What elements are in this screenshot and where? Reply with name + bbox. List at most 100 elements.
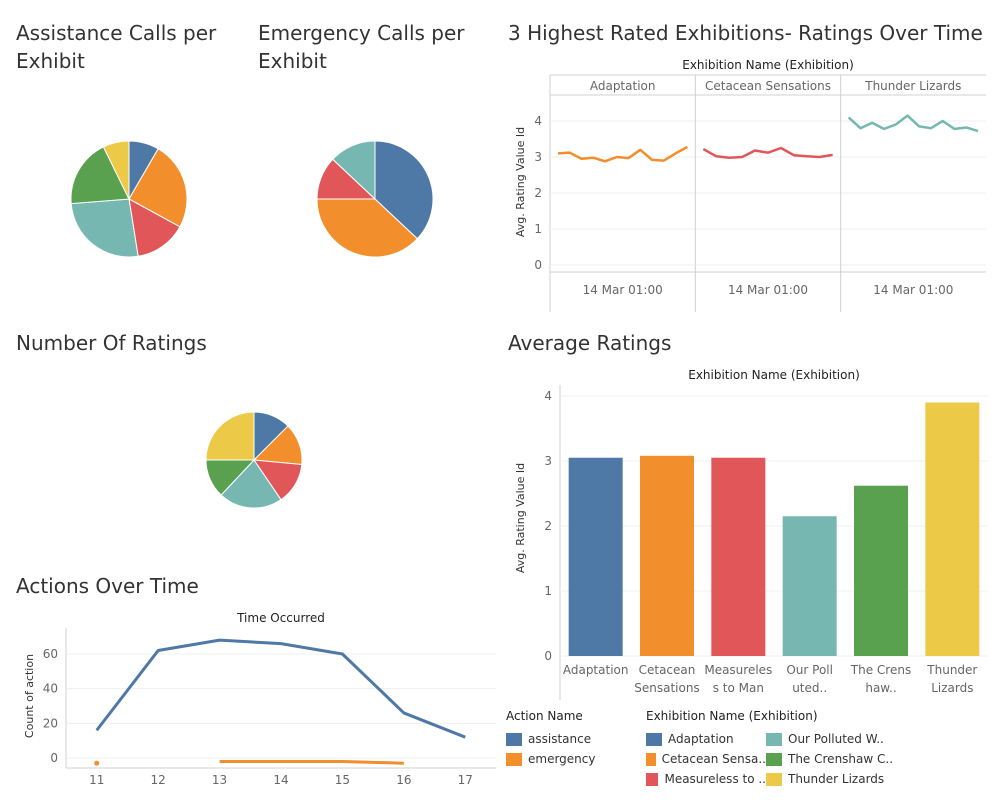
x-tick-label: 11 <box>89 773 104 787</box>
legend-item[interactable]: The Crenshaw C.. <box>766 749 906 769</box>
pie-slice[interactable] <box>128 148 188 228</box>
series-line[interactable] <box>219 759 404 765</box>
x-tick-label: 13 <box>212 773 227 787</box>
y-tick-label: 0 <box>534 258 542 272</box>
y-tick-label: 2 <box>544 519 552 533</box>
legend-label: Our Polluted W.. <box>788 732 884 746</box>
pie-slice[interactable] <box>128 198 181 257</box>
pie-slice[interactable] <box>220 459 282 509</box>
assistance-calls-title: Assistance Calls per Exhibit <box>16 21 217 73</box>
y-axis-title: Avg. Rating Value Id <box>514 127 527 237</box>
bar[interactable] <box>711 457 766 656</box>
actions-chart-header: Time Occurred <box>237 611 325 625</box>
series-line[interactable] <box>95 638 466 739</box>
x-tick-label: haw.. <box>865 681 896 695</box>
pie-slice[interactable] <box>316 198 418 258</box>
series-line[interactable] <box>847 114 979 133</box>
pie-slice[interactable] <box>70 146 130 205</box>
x-tick-label: Cetacean <box>639 663 696 677</box>
x-tick-label: Our Poll <box>786 663 833 677</box>
legend-swatch <box>766 772 782 786</box>
x-tick-label: s to Man <box>713 681 764 695</box>
number-of-ratings-title: Number Of Ratings <box>16 331 207 355</box>
actions-over-time-title: Actions Over Time <box>16 574 199 598</box>
top3-chart-header: Exhibition Name (Exhibition) <box>682 58 854 72</box>
y-tick-label: 1 <box>544 584 552 598</box>
y-tick-label: 0 <box>544 649 552 663</box>
legend-swatch <box>646 752 656 766</box>
y-tick-label: 20 <box>43 716 58 730</box>
series-point[interactable] <box>94 760 100 766</box>
x-tick-label: Lizards <box>931 681 973 695</box>
legend-label: assistance <box>528 732 592 746</box>
legend-item[interactable]: Our Polluted W.. <box>766 729 906 749</box>
y-axis-title: Count of action <box>23 654 36 738</box>
legend-swatch <box>506 752 522 766</box>
panel-header: Adaptation <box>590 79 656 93</box>
legend-label: Thunder Lizards <box>788 772 885 786</box>
legend-item[interactable]: emergency <box>506 749 595 769</box>
x-tick-label: Measureles <box>704 663 772 677</box>
exhibition-name-legend: Exhibition Name (Exhibition) Adaptation … <box>646 709 946 789</box>
x-tick-label: 16 <box>396 773 411 787</box>
legend-label: Cetacean Sensa.. <box>661 752 766 766</box>
bar[interactable] <box>854 485 908 656</box>
legend-swatch <box>766 752 782 766</box>
legend-item[interactable]: Adaptation <box>646 729 766 749</box>
legend-swatch <box>646 732 662 746</box>
legend-item[interactable]: Thunder Lizards <box>766 769 906 789</box>
emergency-calls-title: Emergency Calls per Exhibit <box>258 21 465 73</box>
y-tick-label: 60 <box>43 647 58 661</box>
legend-item[interactable]: Measureless to .. <box>646 769 766 789</box>
x-tick-label: 14 Mar 01:00 <box>873 283 953 297</box>
actions-line-chart[interactable]: 0 20 40 60 Count of action 11 12 13 14 15 16 17 <box>23 628 496 787</box>
x-tick-label: Thunder <box>926 663 977 677</box>
pie-slice[interactable] <box>332 140 376 201</box>
bar[interactable] <box>782 516 837 656</box>
legend-item[interactable]: assistance <box>506 729 595 749</box>
pie-slice[interactable] <box>374 140 434 240</box>
assistance-pie[interactable] <box>70 140 188 258</box>
legend-label: emergency <box>528 752 596 766</box>
x-tick-label: Sensations <box>634 681 699 695</box>
series-line[interactable] <box>557 145 688 163</box>
y-tick-label: 3 <box>534 150 542 164</box>
y-tick-label: 0 <box>50 751 58 765</box>
action-name-legend: Action Name assistance emergency <box>506 709 595 769</box>
bar[interactable] <box>568 457 623 656</box>
x-tick-label: 14 Mar 01:00 <box>728 283 808 297</box>
x-tick-label: 12 <box>151 773 166 787</box>
y-tick-label: 1 <box>534 222 542 236</box>
bar[interactable] <box>925 402 980 657</box>
y-tick-label: 2 <box>534 186 542 200</box>
y-axis-title: Avg. Rating Value Id <box>514 463 527 573</box>
legend-swatch <box>766 732 782 746</box>
top3-line-chart[interactable]: 0 1 2 3 4 Avg. Rating Value Id Adaptation 14 Ma… <box>514 74 986 312</box>
legend-label: The Crenshaw C.. <box>788 752 894 766</box>
panel-header: Thunder Lizards <box>864 79 961 93</box>
legend-title: Exhibition Name (Exhibition) <box>646 709 818 723</box>
x-tick-label: 14 Mar 01:00 <box>583 283 663 297</box>
pie-slice[interactable] <box>102 140 130 200</box>
legend-item[interactable]: Cetacean Sensa.. <box>646 749 766 769</box>
top3-ratings-title: 3 Highest Rated Exhibitions- Ratings Ove… <box>508 21 983 45</box>
bar[interactable] <box>640 455 694 656</box>
pie-slice[interactable] <box>205 411 255 461</box>
emergency-pie[interactable] <box>316 140 434 258</box>
average-ratings-title: Average Ratings <box>508 331 672 355</box>
legend-title: Action Name <box>506 709 583 723</box>
x-tick-label: 17 <box>458 773 473 787</box>
legend-swatch <box>646 772 659 786</box>
average-ratings-bar-chart[interactable]: 0 1 2 3 4 Avg. Rating Value Id Adaptation Cetac… <box>514 385 988 700</box>
y-tick-label: 40 <box>43 682 58 696</box>
x-tick-label: The Crens <box>850 663 911 677</box>
number-of-ratings-pie[interactable] <box>205 411 303 509</box>
series-line[interactable] <box>702 146 833 159</box>
legend-label: Measureless to .. <box>664 772 766 786</box>
avg-chart-header: Exhibition Name (Exhibition) <box>688 368 860 382</box>
y-tick-label: 4 <box>534 114 542 128</box>
x-tick-label: 15 <box>335 773 350 787</box>
x-tick-label: Adaptation <box>563 663 629 677</box>
pie-slice[interactable] <box>70 198 139 258</box>
